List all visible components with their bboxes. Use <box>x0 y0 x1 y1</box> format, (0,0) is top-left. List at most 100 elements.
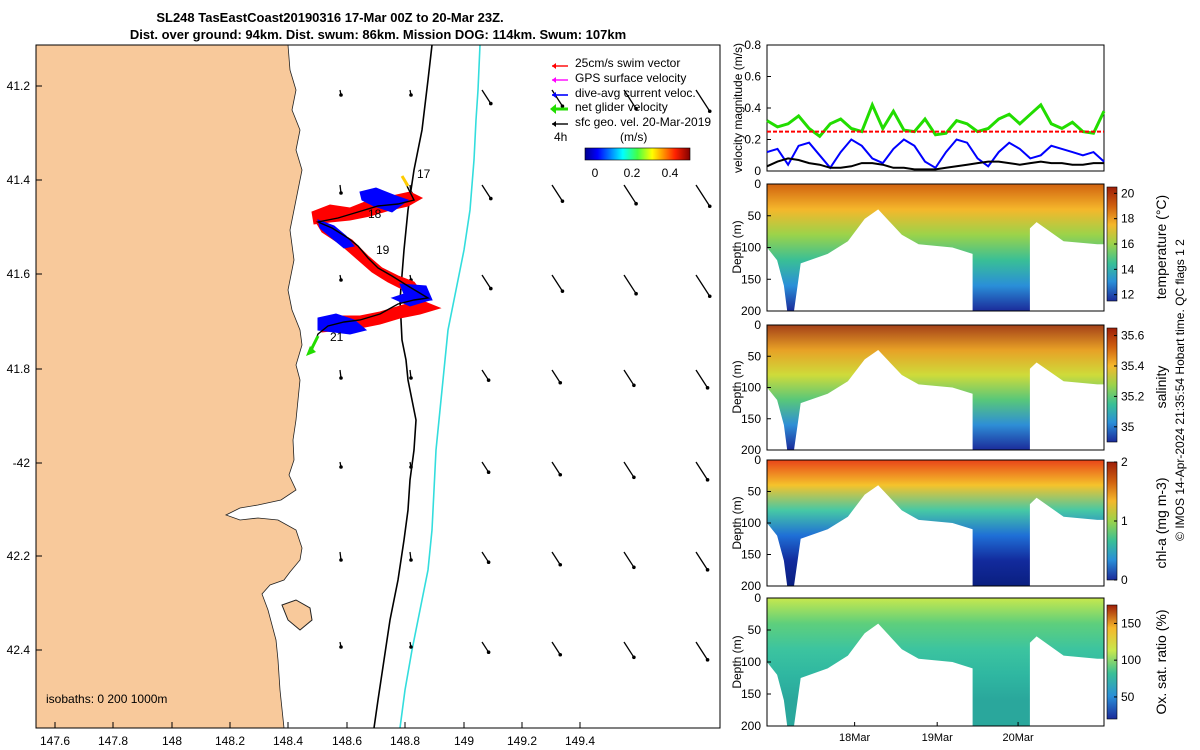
sfc-velocity-arrowhead <box>486 470 491 475</box>
section-y-tick-label: 100 <box>741 241 761 255</box>
section-y-tick-label: 50 <box>748 623 762 637</box>
isobath-label: isobaths: 0 200 1000m <box>46 692 167 706</box>
sfc-velocity-arrow <box>551 274 563 292</box>
colorbar-tick-label: 0 <box>1121 573 1128 587</box>
velocity-y-tick-label: 0.8 <box>744 38 761 52</box>
sfc-velocity-arrow <box>551 551 561 566</box>
map-axes: 147.6 147.8 148 148.2 148.4 148.6 148.8 149 149.… <box>7 79 596 748</box>
section-y-tick-label: 200 <box>741 579 761 593</box>
legend-arrowhead-black <box>552 121 556 127</box>
section-y-tick-label: 150 <box>741 272 761 286</box>
sfc-velocity-arrow <box>623 274 637 295</box>
colorbar-tick-label: 50 <box>1121 690 1135 704</box>
sfc-velocity-arrow <box>481 369 490 381</box>
temperature-section: Depth (m) temperature (°C) 0 50 100 150 200 1… <box>730 177 1169 318</box>
sfc-velocity-arrowhead <box>486 560 491 564</box>
map-x-tick-label: 149.4 <box>565 734 595 748</box>
legend-arrowhead-blue <box>552 92 556 98</box>
sfc-velocity-arrowhead <box>558 562 563 567</box>
section-y-tick-label: 100 <box>741 516 761 530</box>
map-x-tick-label: 148 <box>162 734 182 748</box>
section-x-tick-label: 20Mar <box>1002 732 1034 744</box>
colorbar-tick-label: 1 <box>1121 514 1128 528</box>
map-y-tick-label: 41.2 <box>7 79 31 93</box>
velocity-lines <box>766 101 1106 171</box>
sfc-velocity-arrow <box>481 184 492 199</box>
legend-net-glider-velocity: net glider velocity <box>550 100 668 114</box>
colorbar-tick-label: 12 <box>1121 288 1135 302</box>
sfc-velocity-arrowhead <box>560 289 565 293</box>
map-frame <box>35 44 721 729</box>
current-vector-band <box>359 187 410 213</box>
sfc-velocity-arrow <box>551 184 563 202</box>
section-y-tick-label: 150 <box>741 548 761 562</box>
sfc-velocity-arrow <box>695 184 711 207</box>
sfc-velocity-arrowhead <box>409 558 413 562</box>
sfc-velocity-arrowhead <box>558 652 563 657</box>
isobath-1000m <box>399 45 481 728</box>
section-ylabel: Depth (m) <box>730 496 744 549</box>
velocity-y-tick-label: 0.6 <box>744 70 761 84</box>
track-day-label-17: 17 <box>417 167 431 181</box>
sfc-velocity-arrowhead <box>632 475 636 480</box>
sfc-velocity-arrowhead <box>486 650 491 654</box>
section-y-tick-label: 200 <box>741 304 761 318</box>
colorbar-tick-label: 16 <box>1121 237 1135 251</box>
section-y-tick-label: 50 <box>748 349 762 363</box>
colorbar-tick: 0.4 <box>662 166 679 180</box>
sfc-velocity-arrowhead <box>486 378 491 383</box>
map-y-tick-label: 41.8 <box>7 362 31 376</box>
section-data-fill <box>767 460 1104 586</box>
map-y-tick-label: -42 <box>13 456 31 470</box>
section-y-tick-label: 100 <box>741 655 761 669</box>
section-y-tick-label: 50 <box>748 209 762 223</box>
sfc-velocity-arrowhead <box>339 376 343 380</box>
sfc-velocity-arrowhead <box>339 645 343 649</box>
sfc-velocity-arrowhead <box>409 645 413 649</box>
sfc-velocity-arrowhead <box>705 386 710 390</box>
colorbar-tick: 0.2 <box>624 166 641 180</box>
map-legend: 25cm/s swim vector GPS surface velocity … <box>550 56 711 180</box>
section-data-fill <box>767 184 1104 311</box>
sfc-velocity-arrowhead <box>339 191 343 195</box>
sfc-velocity-arrow <box>623 184 637 205</box>
sfc-velocity-arrow <box>695 641 709 661</box>
isobath-200m <box>373 45 433 728</box>
velocity-series-line <box>766 138 1105 170</box>
legend-arrowhead-magenta <box>552 77 556 83</box>
velocity-ticks: 0 0.2 0.4 0.6 0.8 <box>744 38 771 178</box>
sfc-velocity-arrowhead <box>634 291 638 296</box>
speed-colorbar <box>584 147 691 161</box>
map-x-tick-label: 149.2 <box>507 734 537 748</box>
legend-label: 25cm/s swim vector <box>575 56 680 70</box>
sfc-velocity-arrowhead <box>339 93 343 97</box>
sfc-velocity-arrow <box>481 274 492 289</box>
map-x-tick-label: 147.6 <box>40 734 70 748</box>
velocity-y-tick-label: 0 <box>754 164 761 178</box>
sfc-velocity-arrow <box>551 89 563 107</box>
sfc-velocity-arrow <box>551 641 561 656</box>
land-tasmania <box>36 45 303 728</box>
sfc-velocity-arrow <box>623 641 635 658</box>
colorbar-tick-label: 100 <box>1121 653 1141 667</box>
net-glider-velocity-arrowhead <box>306 346 316 356</box>
sfc-velocity-arrow <box>551 369 561 384</box>
current-vector-band <box>317 289 432 335</box>
section-ylabel: Depth (m) <box>730 220 744 273</box>
sfc-velocity-arrowhead <box>632 383 636 388</box>
section-y-tick-label: 100 <box>741 381 761 395</box>
sfc-velocity-arrowhead <box>634 106 638 111</box>
sfc-velocity-arrowhead <box>489 196 493 201</box>
velocity-y-tick-label: 0.2 <box>744 133 761 147</box>
colorbar-title: (m/s) <box>620 130 647 144</box>
section-y-tick-label: 0 <box>754 453 761 467</box>
colorbar-tick-label: 35.4 <box>1121 359 1145 373</box>
track-day-label-18: 18 <box>368 207 382 221</box>
island-maria <box>281 599 313 631</box>
sfc-velocity-arrowhead <box>339 278 343 282</box>
sfc-velocity-arrow <box>623 461 635 478</box>
section-y-tick-label: 200 <box>741 719 761 733</box>
colorbar-tick-label: 14 <box>1121 262 1135 276</box>
colorbar-tick-label: 2 <box>1121 455 1128 469</box>
